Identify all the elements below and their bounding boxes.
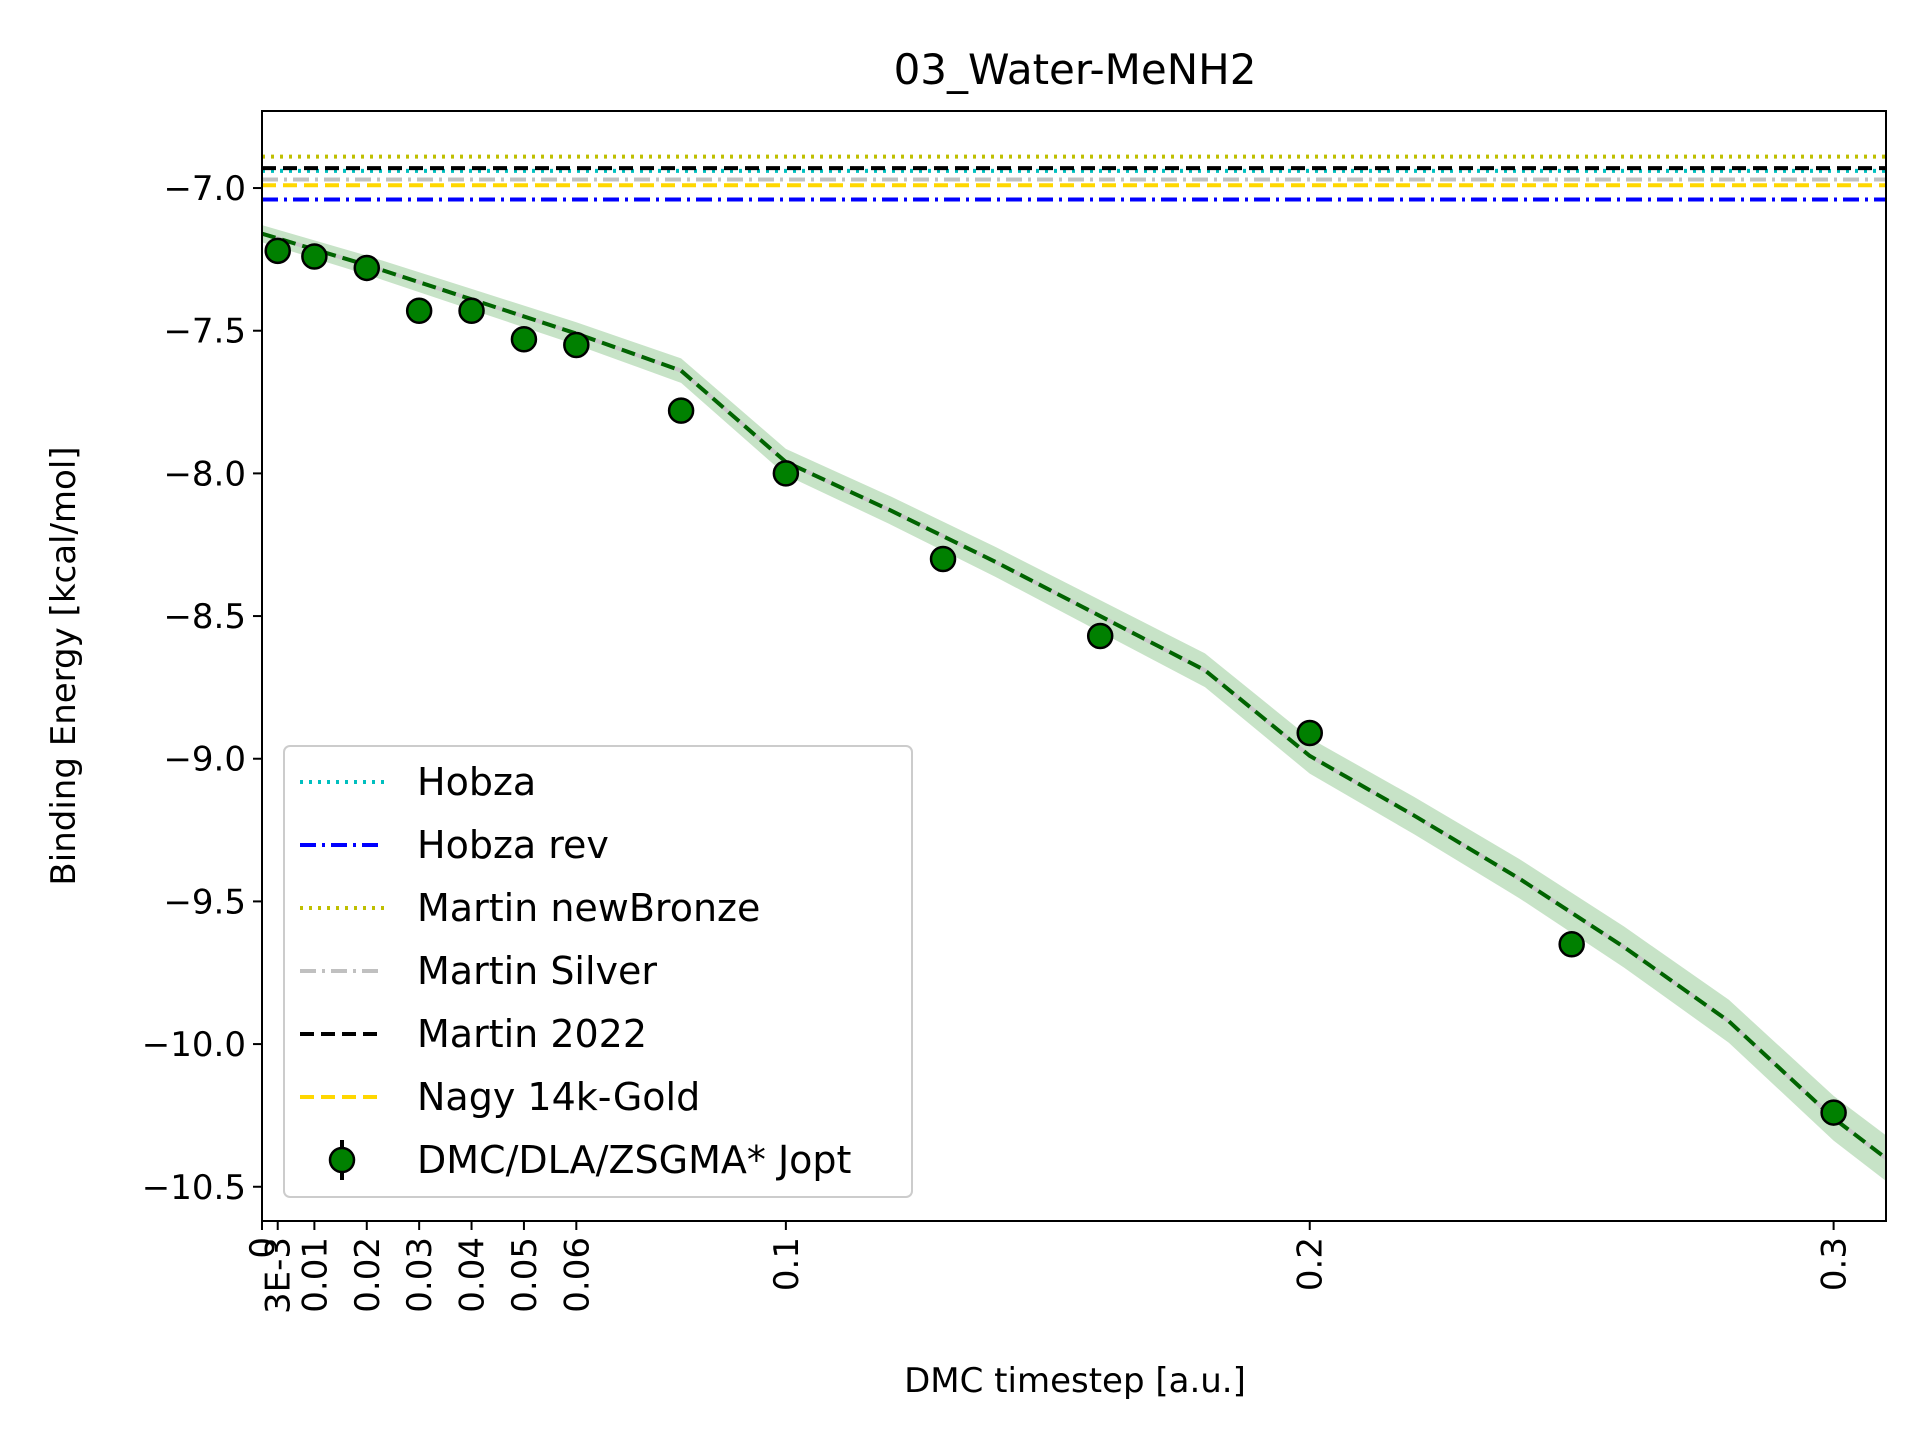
data-point-6 (563, 331, 590, 359)
y-tick-label-2: −8.0 (163, 454, 246, 494)
y-tick-label-4: −9.0 (163, 740, 246, 780)
legend: Hobza Hobza rev Martin newBronze Martin Sil… (283, 745, 913, 1198)
x-tick-label-1: 3E-3 (259, 1237, 299, 1314)
y-tick-label-6: −10.0 (142, 1025, 246, 1065)
legend-label-6: DMC/DLA/ZSGMA* Jopt (417, 1138, 851, 1182)
x-tick-label-5: 0.04 (453, 1237, 493, 1313)
x-tick-label-6: 0.05 (505, 1237, 545, 1313)
x-tick-label-8: 0.1 (767, 1237, 807, 1291)
data-point-2 (353, 254, 381, 282)
data-point-13 (1820, 1099, 1847, 1126)
x-tick-label-3: 0.02 (348, 1237, 388, 1313)
x-tick-label-2: 0.01 (295, 1237, 335, 1313)
x-tick-label-7: 0.06 (557, 1237, 597, 1313)
x-tick-label-0: 0 (243, 1237, 283, 1259)
data-point-5 (510, 326, 538, 353)
x-axis-label: DMC timestep [a.u.] (904, 1361, 1246, 1401)
legend-label-3: Martin Silver (417, 949, 657, 993)
data-point-7 (667, 397, 695, 424)
data-point-10 (1086, 622, 1114, 650)
fit-line (262, 231, 1886, 1160)
legend-label-1: Hobza rev (417, 823, 609, 867)
x-tick-label-9: 0.2 (1291, 1237, 1331, 1291)
x-axis: 03E-30.01 0.02 0.03 0.04 0.05 0.06 0.1 0.2 0.3 (243, 1221, 1855, 1314)
data-point-12 (1558, 930, 1585, 958)
x-tick-label-4: 0.03 (400, 1237, 440, 1313)
legend-label-0: Hobza (417, 760, 536, 804)
data-point-3 (405, 297, 433, 324)
legend-label-5: Nagy 14k-Gold (417, 1075, 700, 1119)
legend-marker (328, 1146, 356, 1174)
data-point-11 (1296, 719, 1323, 747)
data-point-0 (264, 237, 291, 265)
plot-area (262, 154, 1886, 1182)
legend-label-2: Martin newBronze (417, 886, 760, 930)
x-tick-label-10: 0.3 (1815, 1237, 1855, 1291)
y-tick-label-0: −7.0 (163, 169, 246, 209)
y-axis-label: Binding Energy [kcal/mol] (44, 446, 84, 885)
data-point-9 (929, 545, 957, 573)
data-point-4 (458, 297, 485, 324)
data-point-8 (772, 460, 800, 487)
chart-title: 03_Water-MeNH2 (894, 45, 1257, 94)
legend-frame (283, 745, 913, 1198)
y-axis: −7.0 −7.5 −8.0 −8.5 −9.0 −9.5 −10.0 −10.5 (142, 169, 262, 1208)
y-tick-label-1: −7.5 (163, 312, 246, 352)
y-tick-label-7: −10.5 (142, 1168, 246, 1208)
axes-frame (261, 110, 1887, 1222)
y-tick-label-5: −9.5 (163, 882, 246, 922)
data-point-1 (301, 243, 328, 270)
y-tick-label-3: −8.5 (163, 597, 246, 637)
legend-label-4: Martin 2022 (417, 1012, 647, 1056)
